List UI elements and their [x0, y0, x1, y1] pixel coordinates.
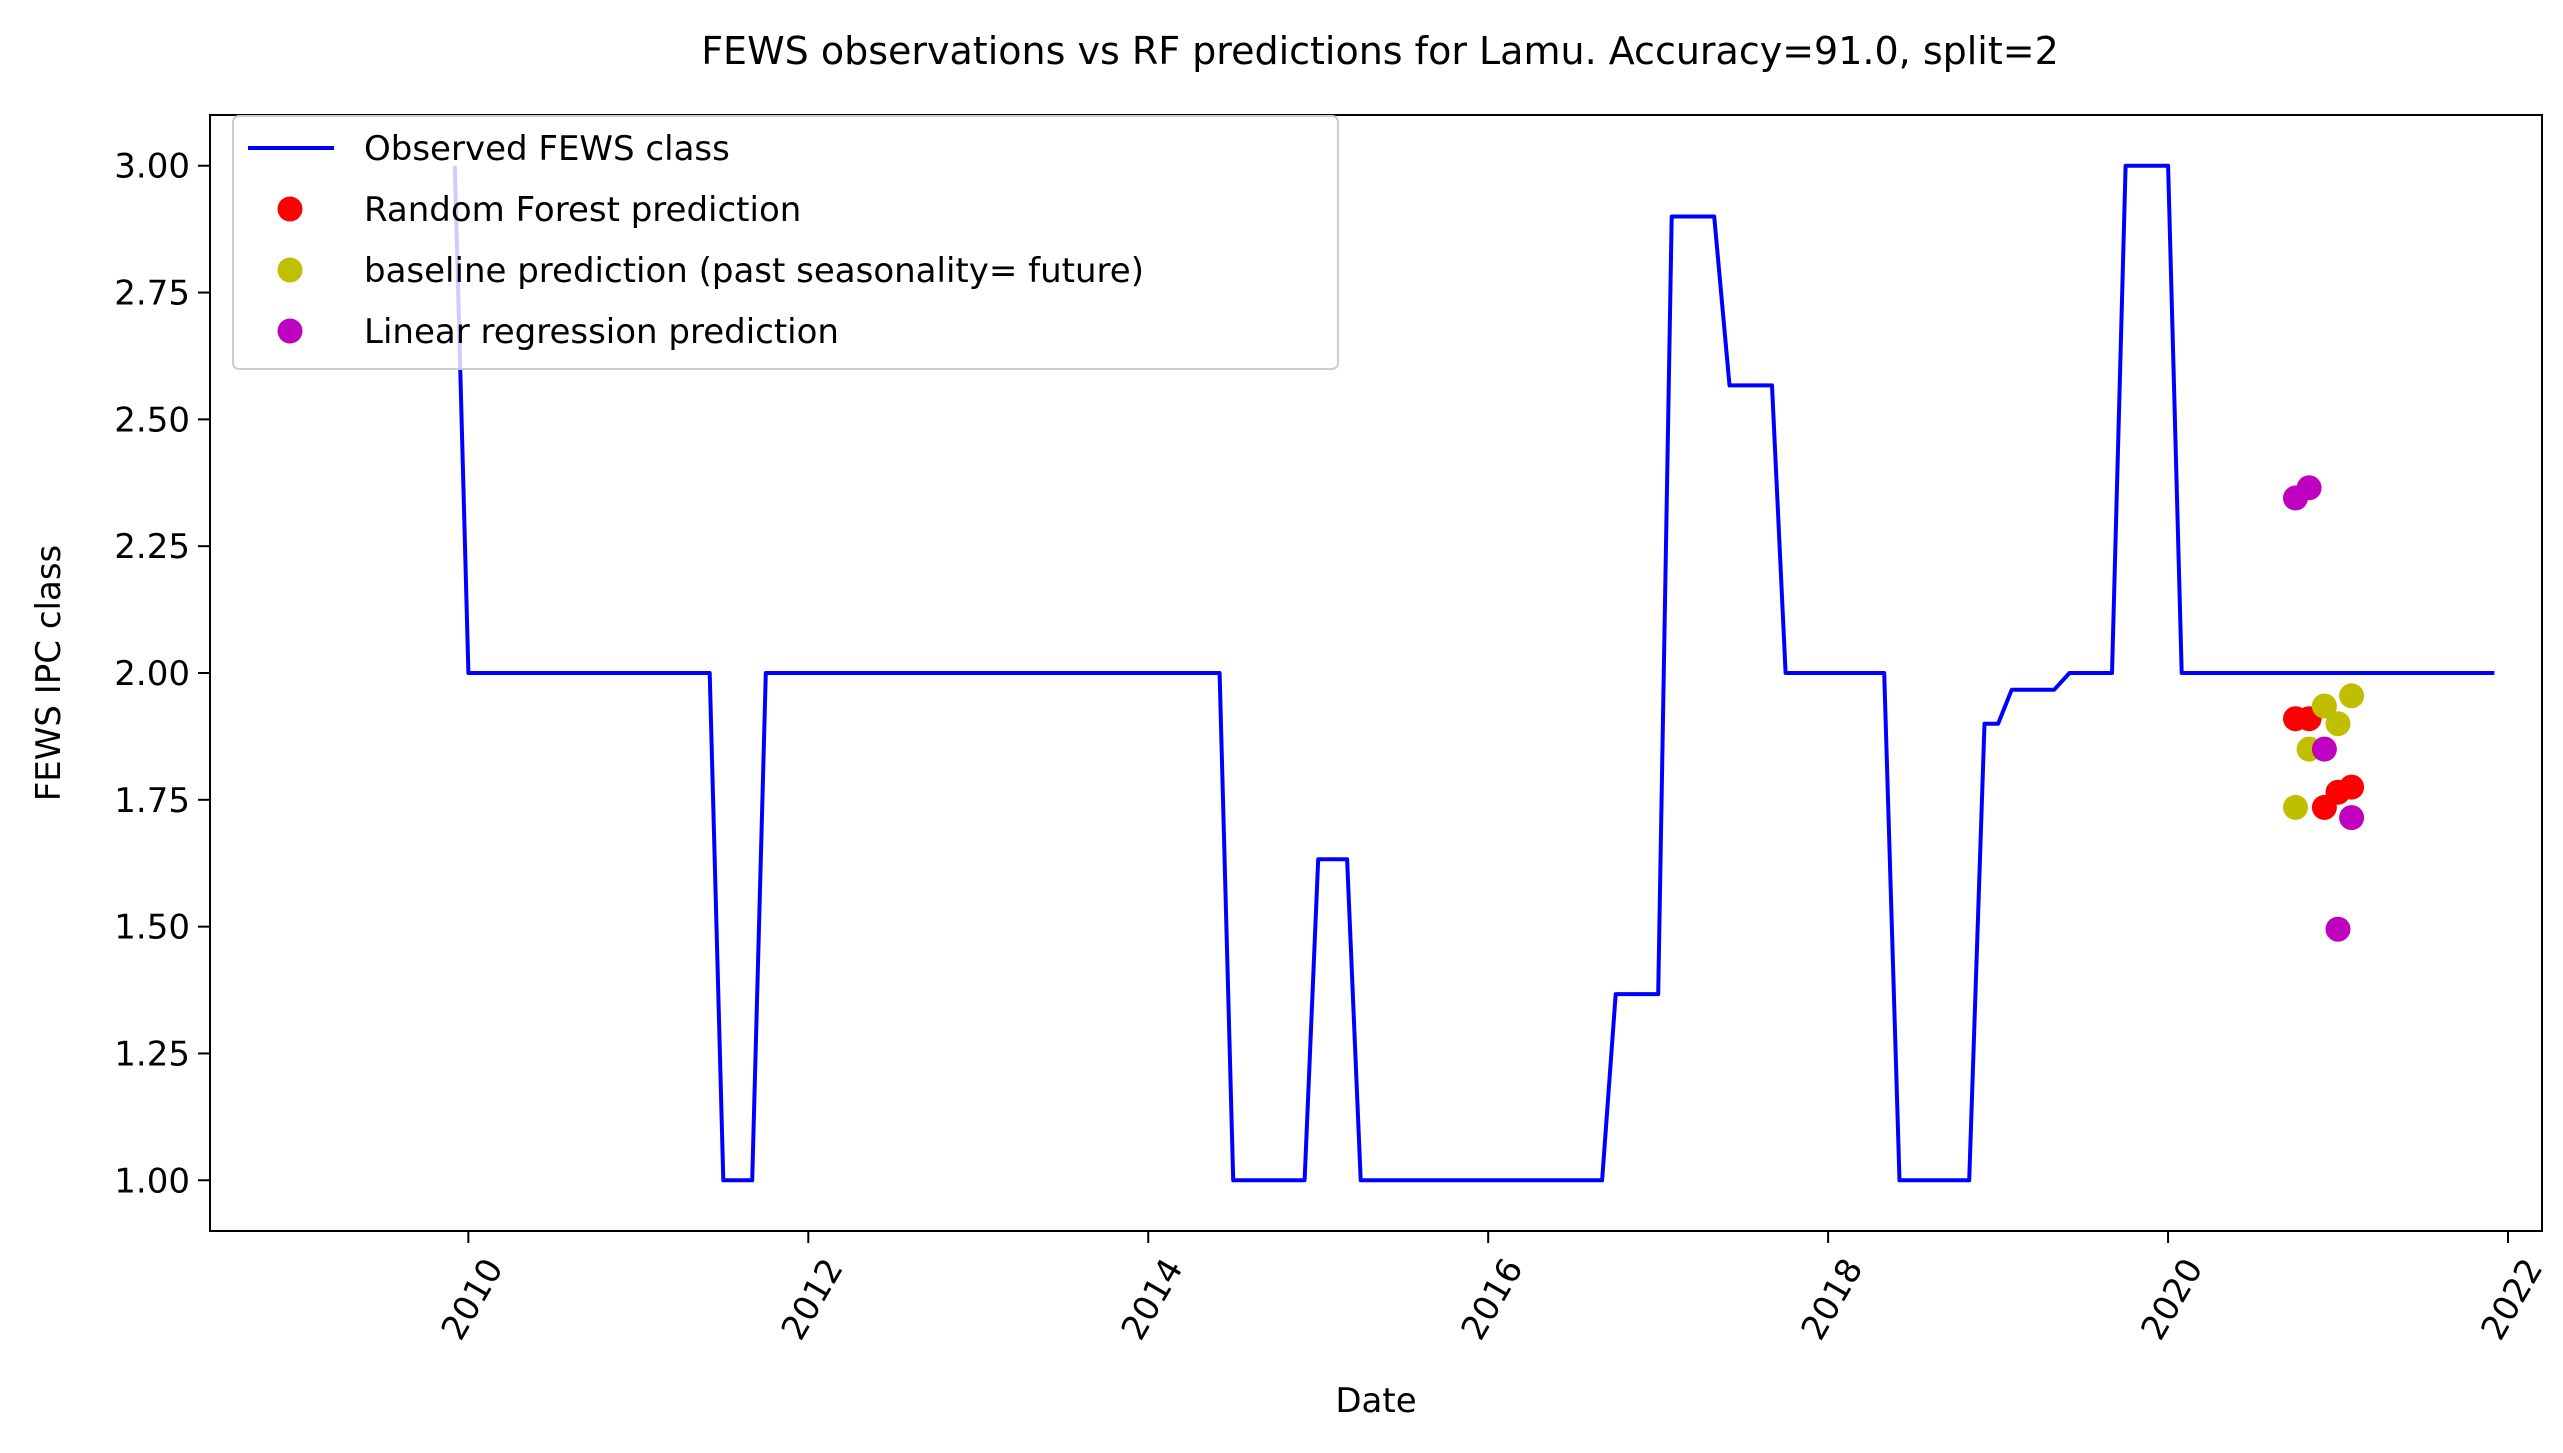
data-layer	[452, 163, 2495, 1183]
y-tick-label: 1.25	[114, 1034, 190, 1074]
legend-box	[232, 115, 1339, 370]
y-tick-label: 2.25	[114, 527, 190, 567]
legend-dot-marker	[277, 196, 303, 222]
legend-label: Observed FEWS class	[364, 129, 730, 169]
y-tick-label: 2.50	[114, 400, 190, 440]
legend: Observed FEWS class Random Forest predict…	[232, 115, 1339, 370]
data-point-series-2	[2339, 683, 2365, 709]
chart-title: FEWS observations vs RF predictions for …	[701, 29, 2059, 73]
legend-label: Random Forest prediction	[364, 190, 801, 230]
y-tick-label: 1.75	[114, 781, 190, 821]
legend-label: Linear regression prediction	[364, 312, 839, 352]
x-axis-label: Date	[1335, 1381, 1416, 1421]
y-tick-label: 1.50	[114, 908, 190, 948]
data-point-series-2	[2325, 711, 2351, 737]
data-point-series-3	[2296, 475, 2322, 501]
data-point-series-3	[2339, 805, 2365, 831]
series-line-observed	[452, 163, 2495, 1183]
data-point-series-3	[2311, 736, 2337, 762]
y-tick-label: 2.00	[114, 654, 190, 694]
y-tick-label: 3.00	[114, 147, 190, 187]
legend-dot-marker	[277, 257, 303, 283]
data-point-series-2	[2311, 693, 2337, 719]
legend-dot-marker	[277, 318, 303, 344]
data-point-series-1	[2339, 774, 2365, 800]
y-axis: 1.00 1.25 1.50 1.75 2.00 2.25 2.50 2.75 3.00	[114, 147, 210, 1201]
data-point-series-2	[2283, 794, 2308, 820]
y-axis-label: FEWS IPC class	[29, 545, 69, 802]
legend-label: baseline prediction (past seasonality= f…	[364, 251, 1144, 291]
y-tick-label: 1.00	[114, 1161, 190, 1201]
y-tick-label: 2.75	[114, 274, 190, 314]
data-point-series-3	[2325, 916, 2351, 942]
